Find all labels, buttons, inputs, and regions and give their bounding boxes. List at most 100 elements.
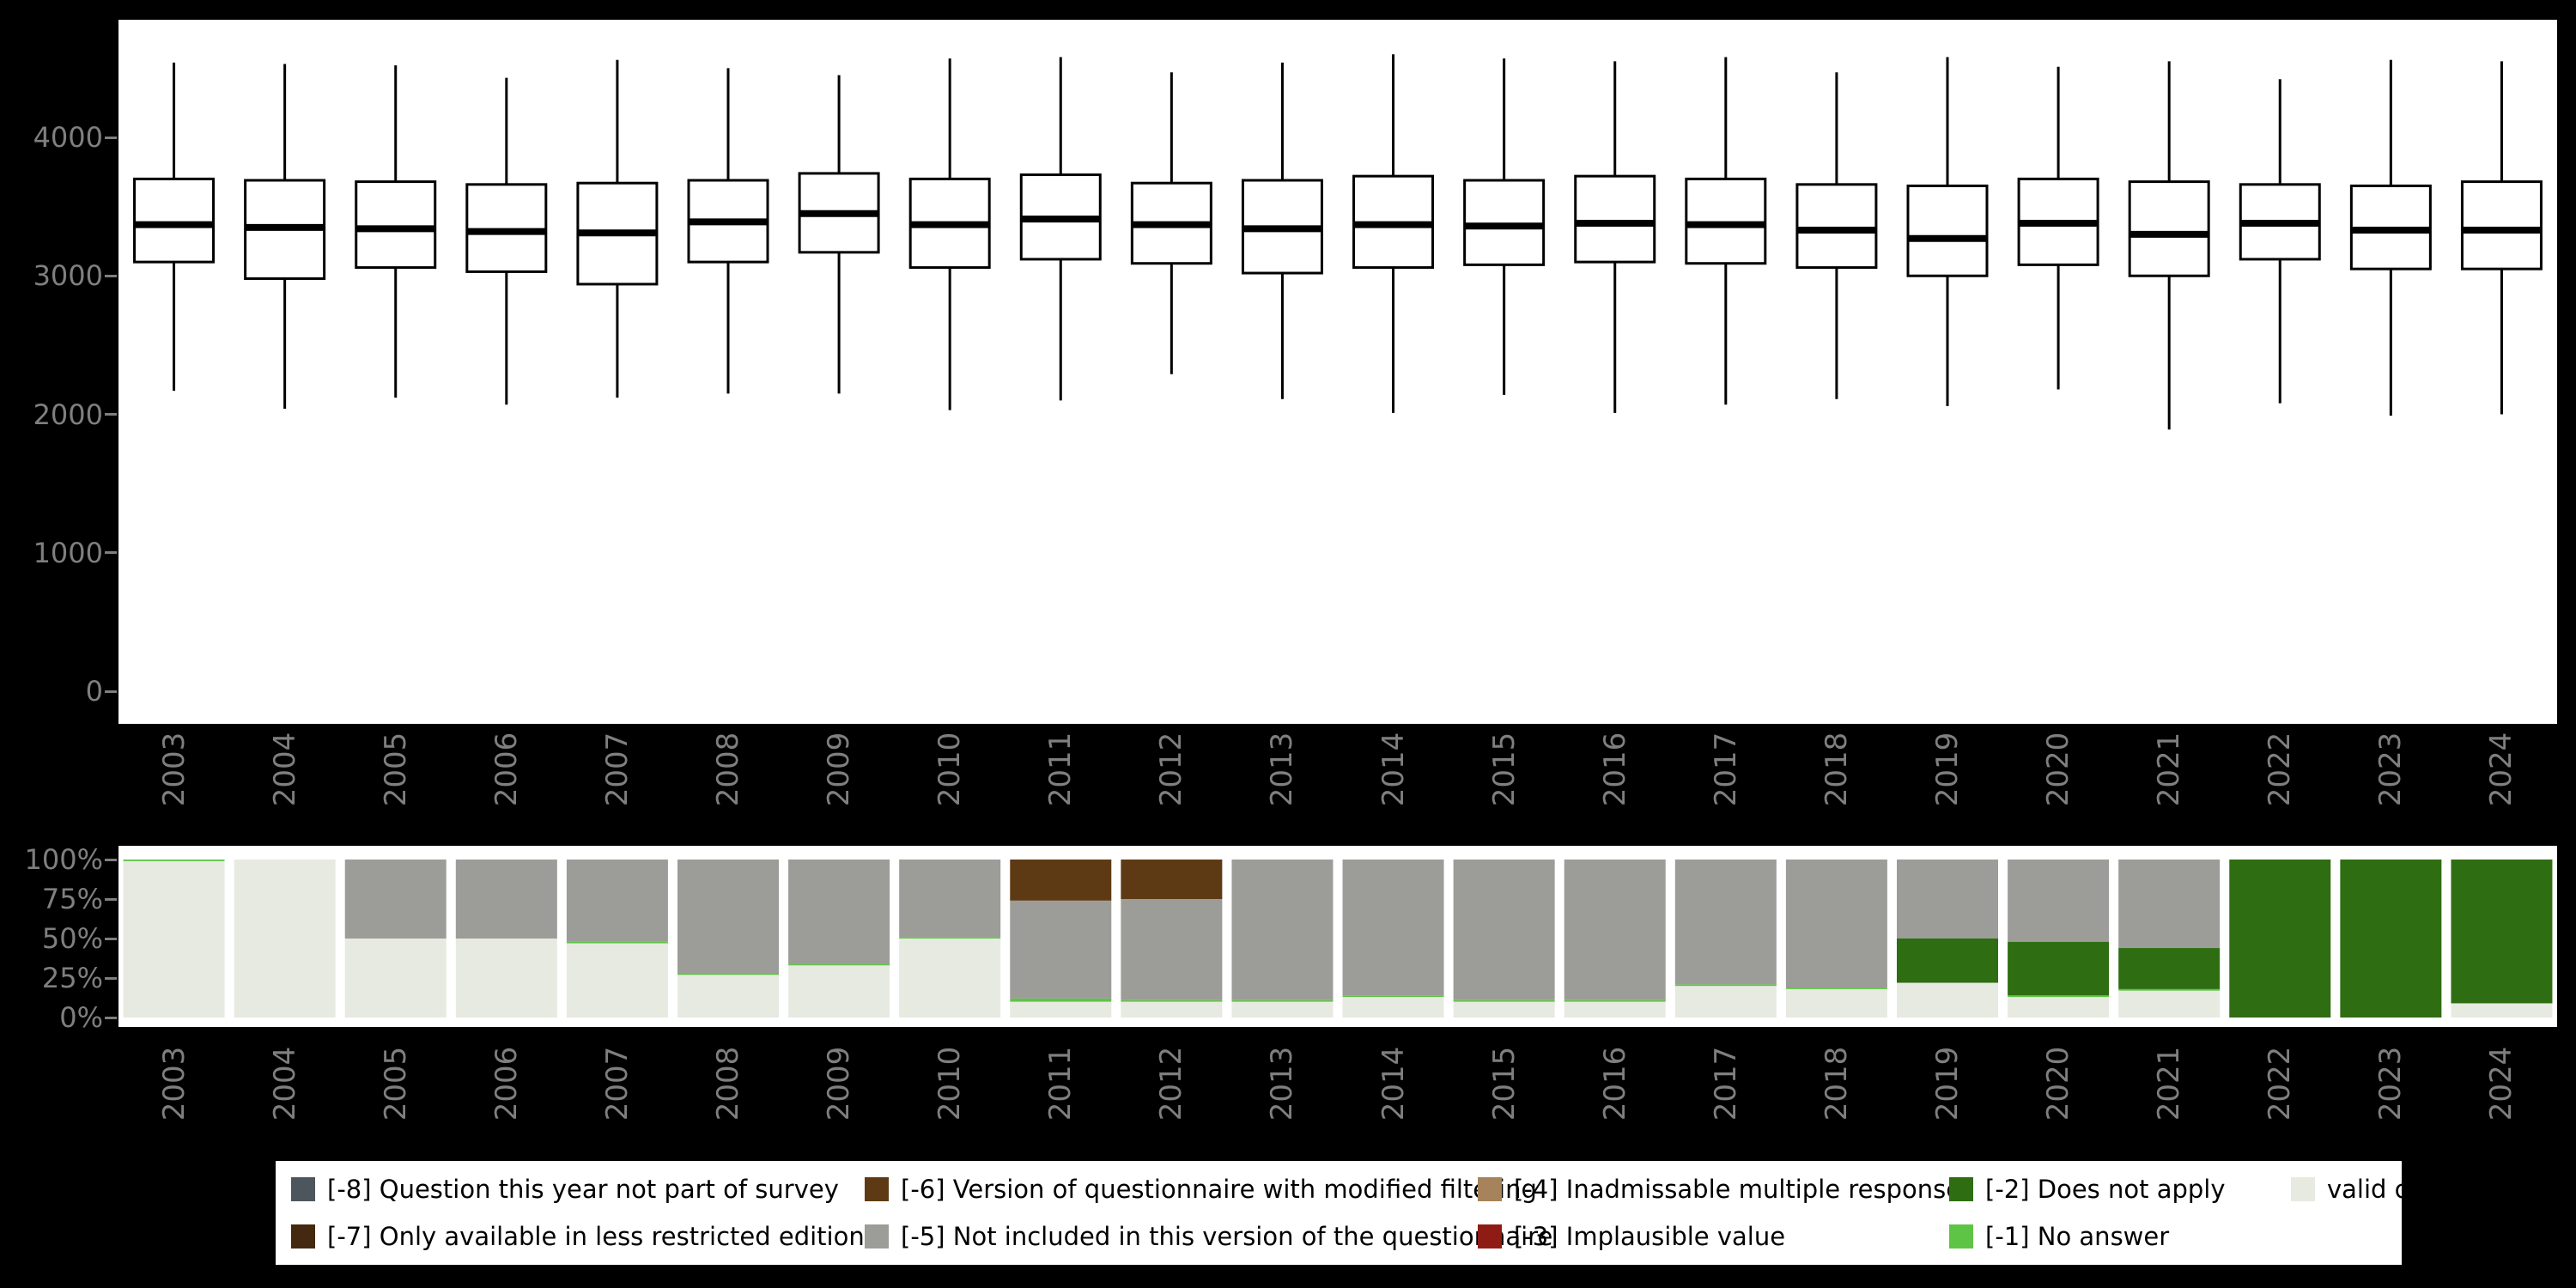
- legend-label: [-5] Not included in this version of the…: [901, 1221, 1553, 1251]
- bar-segment-valid: [566, 943, 668, 1018]
- bar-segment-m5: [566, 860, 668, 942]
- legend-label: [-8] Question this year not part of surv…: [327, 1175, 839, 1205]
- boxplot-2005: [355, 65, 437, 398]
- boxplot-y-tick-mark: [105, 274, 117, 277]
- boxplot-x-tick-label: 2011: [1043, 732, 1078, 807]
- stacked-bar-x-tick-label: 2012: [1154, 1046, 1189, 1121]
- stacked-bar-x-tick-label: 2005: [378, 1046, 413, 1121]
- boxplot-panel: [118, 20, 2557, 724]
- legend-label: [-2] Does not apply: [1985, 1175, 2226, 1205]
- bar-segment-valid: [1453, 1001, 1555, 1018]
- legend-label: valid cases: [2327, 1175, 2465, 1205]
- boxplot-svg: [133, 54, 2543, 430]
- boxplot-x-tick-label: 2008: [711, 732, 745, 807]
- bar-2022: [2229, 860, 2331, 1018]
- stacked-bar-y-tick-mark: [105, 937, 117, 940]
- legend-item-m5: [-5] Not included in this version of the…: [865, 1222, 1552, 1251]
- boxplot-2011: [1019, 57, 1102, 401]
- boxplot-x-tick-label: 2018: [1819, 732, 1854, 807]
- bar-segment-m5: [1564, 860, 1666, 1000]
- legend-label: [-3] Implausible value: [1514, 1221, 1786, 1251]
- bar-segment-m2: [2229, 860, 2331, 1018]
- bar-2004: [234, 860, 336, 1018]
- bar-2020: [2008, 860, 2110, 1018]
- bar-segment-valid: [2451, 1003, 2553, 1018]
- legend-item-m8: [-8] Question this year not part of surv…: [291, 1175, 865, 1204]
- bar-segment-m5: [2118, 860, 2221, 949]
- stacked-bar-x-tick-label: 2024: [2484, 1046, 2519, 1121]
- boxplot-x-tick-label: 2021: [2152, 732, 2187, 807]
- boxplot-x-tick-label: 2017: [1708, 732, 1743, 807]
- bar-segment-m5: [344, 860, 447, 939]
- boxplot-2012: [1130, 72, 1212, 374]
- stacked-bar-y-tick-mark: [105, 858, 117, 861]
- stacked-bar-x-tick-label: 2007: [599, 1046, 635, 1121]
- boxplot-2015: [1463, 58, 1546, 395]
- boxplot-x-tick-label: 2023: [2373, 732, 2409, 807]
- m7-swatch-icon: [291, 1224, 315, 1249]
- boxplot-2004: [244, 64, 326, 410]
- m5-swatch-icon: [865, 1224, 889, 1249]
- boxplot-2018: [1795, 72, 1878, 399]
- boxplot-2020: [2017, 66, 2099, 390]
- boxplot-2013: [1241, 62, 1323, 399]
- stacked-bar-x-tick-label: 2015: [1486, 1046, 1522, 1121]
- stacked-bar-y-tick-mark: [105, 1016, 117, 1019]
- bar-2005: [344, 860, 447, 1018]
- legend-item-valid: valid cases: [2291, 1175, 2464, 1204]
- m2-swatch-icon: [1949, 1177, 1973, 1202]
- bar-segment-valid: [455, 939, 557, 1018]
- boxplot-y-tick-label: 4000: [33, 121, 103, 154]
- bar-segment-valid: [1342, 997, 1444, 1018]
- bar-2013: [1231, 860, 1334, 1018]
- bar-segment-m1: [123, 860, 225, 861]
- boxplot-2022: [2239, 79, 2321, 404]
- stacked-bar-x-tick-label: 2021: [2152, 1046, 2187, 1121]
- bar-segment-m1: [1564, 999, 1666, 1002]
- bar-segment-m6: [1010, 860, 1112, 901]
- boxplot-2017: [1685, 57, 1767, 405]
- bar-segment-m2: [2008, 941, 2110, 996]
- bar-segment-valid: [1564, 1001, 1666, 1018]
- boxplot-2010: [908, 58, 991, 410]
- bar-2006: [455, 860, 557, 1018]
- boxplot-2003: [133, 62, 216, 392]
- boxplot-x-tick-label: 2009: [822, 732, 857, 807]
- bar-segment-m5: [899, 860, 1001, 938]
- boxplot-y-tick-label: 2000: [33, 398, 103, 431]
- boxplot-y-tick-label: 1000: [33, 536, 103, 569]
- boxplot-2021: [2128, 61, 2210, 430]
- boxplot-x-tick-label: 2015: [1486, 732, 1522, 807]
- stacked-bar-x-tick-label: 2009: [822, 1046, 857, 1121]
- legend-label: [-7] Only available in less restricted e…: [327, 1221, 865, 1251]
- stacked-bar-x-tick-label: 2006: [489, 1046, 524, 1121]
- bar-2009: [788, 860, 890, 1018]
- bar-segment-m1: [1231, 999, 1334, 1002]
- bar-2023: [2340, 860, 2442, 1018]
- boxplot-2007: [576, 59, 659, 398]
- bar-segment-valid: [1121, 1001, 1223, 1018]
- bar-segment-m5: [2008, 860, 2110, 942]
- stacked-bar-x-tick-label: 2004: [267, 1046, 302, 1121]
- bar-segment-m2: [2340, 860, 2442, 1018]
- bar-segment-m5: [1010, 900, 1112, 999]
- boxplot-2014: [1352, 54, 1435, 413]
- stacked-bar-x-tick-label: 2018: [1819, 1046, 1854, 1121]
- bar-2016: [1564, 860, 1666, 1018]
- bar-segment-m1: [677, 973, 779, 975]
- boxplot-2024: [2460, 61, 2543, 415]
- boxplot-2006: [465, 77, 548, 405]
- boxplot-y-tick-mark: [105, 551, 117, 555]
- bar-segment-valid: [899, 939, 1001, 1018]
- bar-segment-valid: [234, 860, 336, 1018]
- bar-2015: [1453, 860, 1555, 1018]
- bar-segment-m1: [1453, 999, 1555, 1002]
- bar-segment-m5: [1674, 860, 1777, 985]
- stacked-bar-y-tick-mark: [105, 976, 117, 980]
- m8-swatch-icon: [291, 1177, 315, 1202]
- boxplot-x-tick-label: 2007: [599, 732, 635, 807]
- stacked-bar-y-tick-label: 0%: [59, 1001, 103, 1034]
- boxplot-x-tick-label: 2014: [1376, 732, 1411, 807]
- m6-swatch-icon: [865, 1177, 889, 1202]
